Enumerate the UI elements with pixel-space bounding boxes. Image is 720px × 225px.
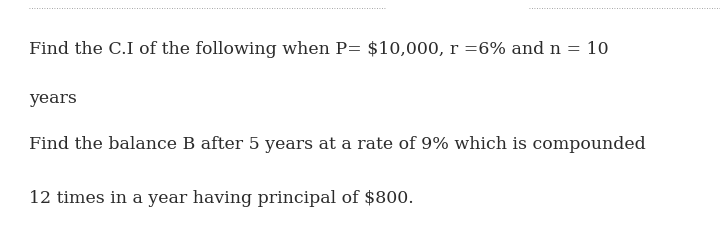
Text: Find the C.I of the following when P= $10,000, r =6% and n = 10: Find the C.I of the following when P= $1… (29, 40, 614, 57)
Text: Find the balance B after 5 years at a rate of 9% which is compounded: Find the balance B after 5 years at a ra… (29, 135, 651, 152)
Text: years: years (29, 90, 76, 107)
Text: 12 times in a year having principal of $800.: 12 times in a year having principal of $… (29, 189, 413, 206)
